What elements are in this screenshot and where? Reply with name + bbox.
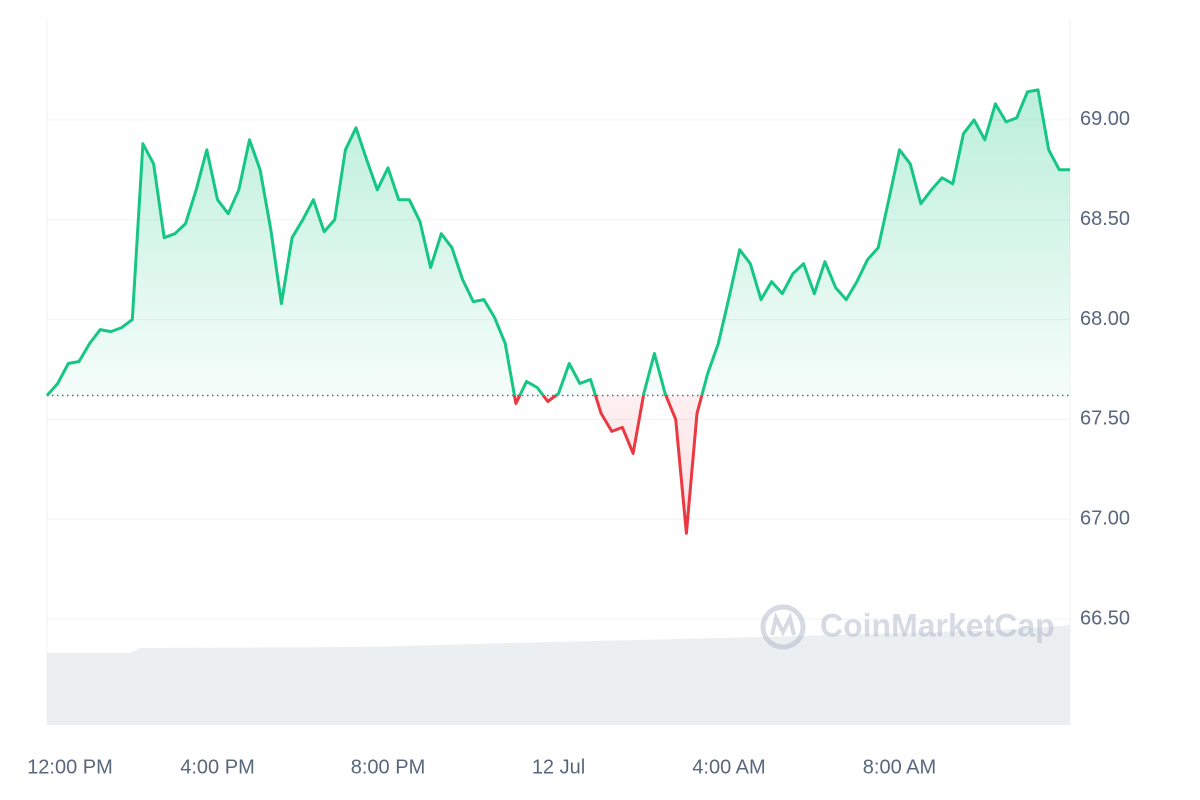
y-tick-label: 67.00	[1080, 508, 1130, 530]
y-tick-label: 68.50	[1080, 208, 1130, 230]
x-tick-label: 8:00 AM	[863, 756, 936, 778]
y-tick-label: 66.50	[1080, 607, 1130, 629]
y-tick-label: 67.50	[1080, 408, 1130, 430]
watermark-text: CoinMarketCap	[820, 607, 1055, 643]
price-area	[47, 89, 1070, 534]
watermark: CoinMarketCap	[760, 604, 1055, 650]
price-line	[45, 88, 1070, 535]
x-tick-label: 4:00 AM	[692, 756, 765, 778]
y-tick-label: 68.00	[1080, 308, 1130, 330]
volume-area	[47, 625, 1070, 725]
x-tick-label: 12 Jul	[532, 756, 585, 778]
x-tick-label: 4:00 PM	[180, 756, 254, 778]
x-tick-label: 8:00 PM	[351, 756, 425, 778]
y-tick-label: 69.00	[1080, 108, 1130, 130]
x-tick-label: 12:00 PM	[27, 756, 113, 778]
